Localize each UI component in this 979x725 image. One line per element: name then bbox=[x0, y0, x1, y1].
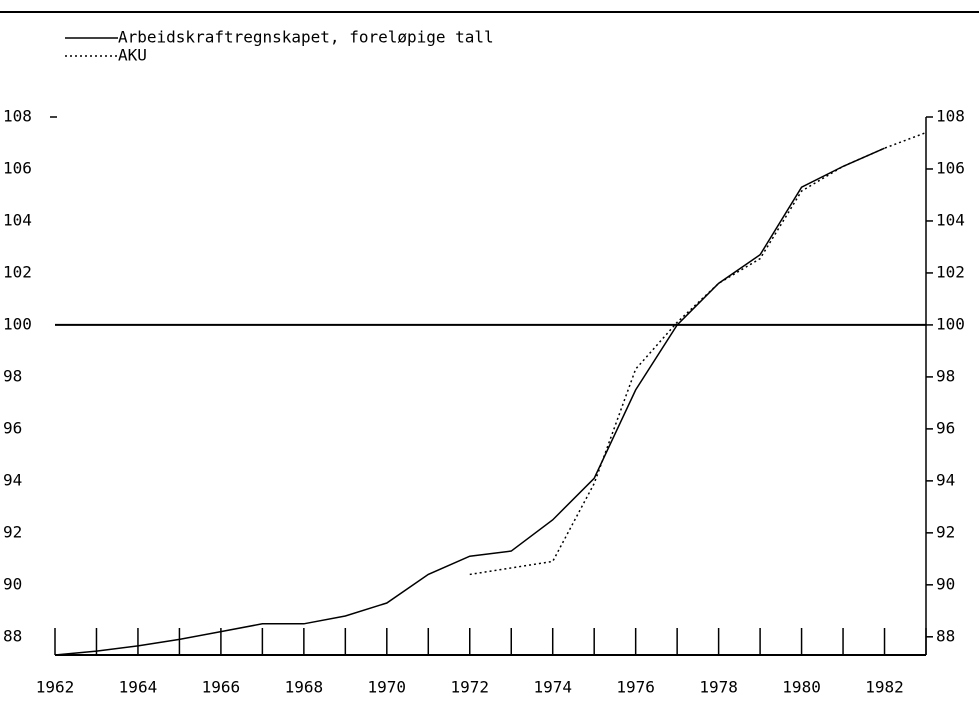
y2-tick-label: 96 bbox=[936, 418, 955, 437]
series-line bbox=[469, 131, 927, 576]
y-tick-label: 96 bbox=[3, 418, 22, 437]
x-tick-label: 1962 bbox=[36, 678, 75, 697]
y-tick-label: 100 bbox=[3, 314, 32, 333]
y2-tick-label: 88 bbox=[936, 626, 955, 645]
x-tick-label: 1970 bbox=[368, 678, 407, 697]
x-tick-label: 1972 bbox=[450, 678, 489, 697]
x-tick-label: 1966 bbox=[202, 678, 241, 697]
legend-label: AKU bbox=[118, 46, 147, 65]
x-tick-label: 1982 bbox=[865, 678, 904, 697]
y2-tick-label: 92 bbox=[936, 522, 955, 541]
y-tick-label: 108 bbox=[3, 107, 32, 126]
legend: Arbeidskraftregnskapet, foreløpige tallA… bbox=[65, 28, 494, 65]
y2-tick-label: 106 bbox=[936, 158, 965, 177]
y2-tick-label: 102 bbox=[936, 262, 965, 281]
y-tick-label: 98 bbox=[3, 366, 22, 385]
y2-tick-label: 94 bbox=[936, 470, 955, 489]
y-tick-label: 92 bbox=[3, 522, 22, 541]
x-tick-label: 1980 bbox=[782, 678, 821, 697]
y-tick-label: 88 bbox=[3, 626, 22, 645]
y-tick-label: 102 bbox=[3, 262, 32, 281]
y-tick-label: 94 bbox=[3, 470, 22, 489]
series-line bbox=[54, 147, 885, 656]
y-tick-label: 90 bbox=[3, 574, 22, 593]
x-tick-label: 1968 bbox=[285, 678, 324, 697]
x-tick-label: 1976 bbox=[616, 678, 655, 697]
x-tick-label: 1978 bbox=[699, 678, 738, 697]
y2-tick-label: 100 bbox=[936, 314, 965, 333]
y2-tick-label: 108 bbox=[936, 107, 965, 126]
legend-label: Arbeidskraftregnskapet, foreløpige tall bbox=[118, 28, 494, 47]
y-tick-label: 106 bbox=[3, 158, 32, 177]
x-tick-label: 1974 bbox=[533, 678, 572, 697]
y2-tick-label: 104 bbox=[936, 210, 965, 229]
y2-tick-label: 90 bbox=[936, 574, 955, 593]
y2-tick-label: 98 bbox=[936, 366, 955, 385]
x-tick-label: 1964 bbox=[119, 678, 158, 697]
y-tick-label: 104 bbox=[3, 210, 32, 229]
